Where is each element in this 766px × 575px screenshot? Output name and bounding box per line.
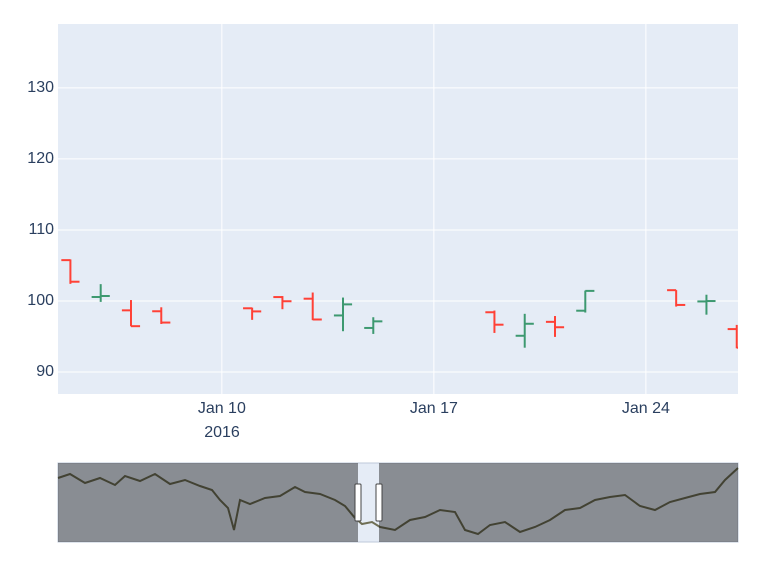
- range-slider-handle[interactable]: [375, 483, 383, 522]
- y-tick-label: 90: [36, 363, 54, 380]
- x-tick-label: Jan 17: [410, 400, 458, 417]
- y-tick-label: 120: [27, 150, 54, 167]
- x-year-label: 2016: [204, 424, 240, 441]
- x-tick-label: Jan 10: [198, 400, 246, 417]
- ohlc-series: [61, 259, 738, 349]
- range-slider-handle[interactable]: [354, 483, 362, 522]
- range-slider-mask: [379, 463, 738, 542]
- y-tick-label: 100: [27, 292, 54, 309]
- y-tick-label: 130: [27, 79, 54, 96]
- plot-background: [58, 24, 738, 394]
- grid: [58, 24, 738, 394]
- y-tick-label: 110: [28, 221, 54, 238]
- range-slider-preview: [57, 467, 739, 536]
- x-tick-label: Jan 24: [622, 400, 670, 417]
- range-slider[interactable]: [57, 462, 739, 543]
- range-slider-mask: [58, 463, 358, 542]
